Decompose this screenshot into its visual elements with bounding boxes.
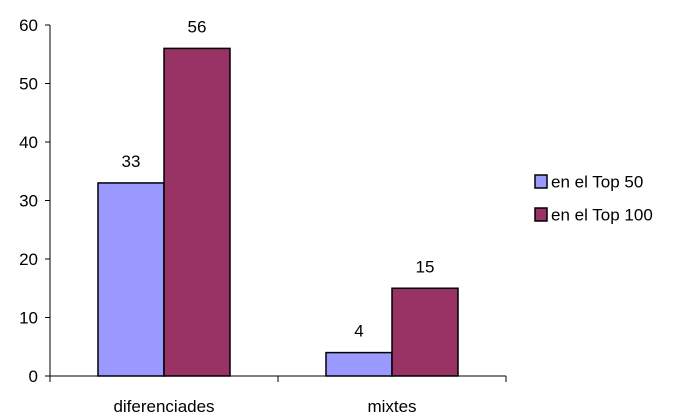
x-category-label: diferenciades [113,397,214,414]
bar-top50-0 [97,182,165,377]
data-label: 4 [354,322,363,341]
y-tick-label: 30 [19,192,38,211]
data-label: 33 [122,152,141,171]
x-axis: diferenciades mixtes [49,375,507,416]
bars: 33 56 4 15 [97,17,459,377]
bar-top100-1 [391,287,459,377]
y-tick-label: 0 [29,367,38,386]
legend-swatch [534,174,548,189]
legend-label: en el Top 100 [551,206,653,225]
y-tick-label: 50 [19,75,38,94]
data-label: 15 [416,257,435,276]
bar-top50-1 [325,351,393,377]
y-tick-label: 40 [19,133,38,152]
legend-swatch [534,207,548,222]
bar-top100-0 [163,47,231,377]
y-tick-label: 10 [19,309,38,328]
data-label: 56 [188,17,207,36]
y-tick-label: 60 [19,16,38,35]
legend-label: en el Top 50 [551,173,643,192]
x-category-label: mixtes [367,397,416,414]
y-axis: 0 10 20 30 40 50 60 [19,16,51,386]
y-tick-label: 20 [19,250,38,269]
legend: en el Top 50 en el Top 100 [534,173,653,225]
